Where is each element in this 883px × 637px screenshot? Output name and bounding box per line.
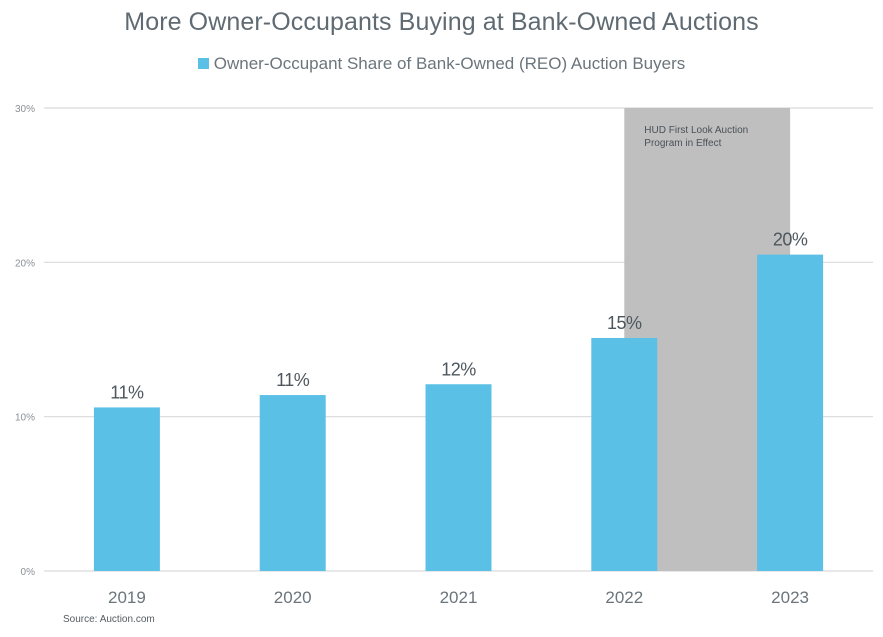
data-label: 11% [110,382,144,402]
x-tick-label: 2022 [605,588,643,607]
bar-2023 [757,254,824,571]
x-tick-label: 2020 [274,588,312,607]
bar-2020 [259,395,326,571]
y-tick-label: 0% [21,567,36,578]
x-tick-label: 2019 [108,588,146,607]
x-tick-label: 2023 [771,588,809,607]
bar-2022 [591,337,658,571]
source-note: Source: Auction.com [63,614,155,625]
axes: 0% 10% 20% 30% 2019 2020 2021 2022 2023 [15,104,809,607]
bar-2021 [425,384,492,571]
annotation-text: HUD First Look Auction [644,125,748,136]
data-labels: 11% 11% 12% 15% 20% [110,230,808,403]
chart-title: More Owner-Occupants Buying at Bank-Owne… [124,8,759,36]
data-label: 15% [607,313,642,333]
legend-label: Owner-Occupant Share of Bank-Owned (REO)… [213,54,686,73]
y-tick-label: 10% [15,413,35,424]
x-tick-label: 2021 [440,588,478,607]
data-label: 12% [441,359,476,379]
legend-swatch [197,58,209,69]
annotation-text: Program in Effect [644,138,721,149]
data-label: 11% [276,370,310,390]
y-tick-label: 30% [15,104,35,115]
bar-2019 [93,407,160,571]
y-tick-label: 20% [15,258,35,269]
data-label: 20% [773,230,808,250]
legend: Owner-Occupant Share of Bank-Owned (REO)… [0,54,883,74]
bars [93,254,824,571]
